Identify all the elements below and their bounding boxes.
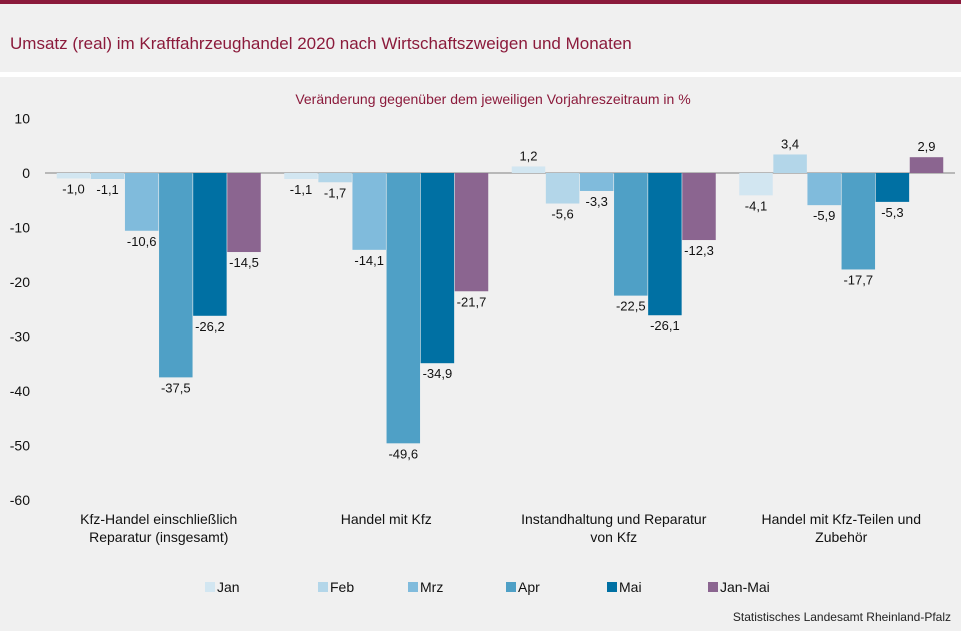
data-label: -37,5 [161,380,191,395]
source-note: Statistisches Landesamt Rheinland-Pfalz [732,610,951,624]
bar-apr [841,173,876,270]
bar-jan-mai [454,173,489,292]
data-label: -5,9 [813,208,835,223]
category-label: Handel mit Kfz [341,511,432,527]
legend-swatch-feb [318,582,328,592]
legend-label: Mrz [420,579,443,595]
legend-swatch-mrz [408,582,418,592]
bar-feb [90,173,125,179]
data-label: -21,7 [457,294,487,309]
legend-label: Jan [217,579,240,595]
legend-label: Apr [518,579,540,595]
data-label: 2,9 [917,139,935,154]
bar-apr [386,173,421,444]
bar-feb [773,154,807,173]
bar-mai [193,173,227,316]
bar-jan [511,166,546,173]
legend-label: Mai [619,579,642,595]
header: Umsatz (real) im Kraftfahrzeughandel 202… [0,4,961,74]
bar-jan [56,173,91,179]
legend-swatch-jan-mai [708,582,718,592]
legend-swatch-apr [506,582,516,592]
y-tick-label: -50 [10,438,30,454]
category-label: Reparatur (insgesamt) [89,529,228,545]
bar-jan [284,173,318,179]
bar-mai [875,173,910,202]
bar-mai [420,173,455,364]
top-accent-bar [0,0,961,4]
category-label: Handel mit Kfz-Teilen und [761,511,921,527]
chart-title: Umsatz (real) im Kraftfahrzeughandel 202… [10,34,632,53]
data-label: -34,9 [423,366,453,381]
data-label: -1,0 [62,181,84,196]
bar-jan [739,173,773,196]
y-tick-label: -40 [10,383,30,399]
bar-apr [614,173,648,296]
data-label: -10,6 [127,234,157,249]
bar-apr [159,173,193,378]
chart-subtitle: Veränderung gegenüber dem jeweiligen Vor… [295,91,690,107]
bar-jan-mai [227,173,261,253]
data-label: -5,3 [881,205,903,220]
data-label: -49,6 [388,446,418,461]
bar-mai [648,173,682,316]
y-tick-label: -30 [10,329,30,345]
header-separator [0,72,961,77]
legend-swatch-mai [607,582,617,592]
data-label: -22,5 [616,299,646,314]
bar-mrz [124,173,159,231]
bar-feb [545,173,580,204]
bar-mrz [807,173,841,206]
data-label: -3,3 [585,194,607,209]
bar-mrz [579,173,614,191]
data-label: 1,2 [519,148,537,163]
legend-label: Feb [330,579,354,595]
y-tick-label: 10 [14,111,30,127]
category-label: Instandhaltung und Reparatur [521,511,707,527]
legend-swatch-jan [205,582,215,592]
data-label: 3,4 [781,136,799,151]
bar-jan-mai [682,173,716,241]
data-label: -26,1 [650,318,680,333]
bar-mrz [352,173,386,250]
data-label: -14,1 [354,253,384,268]
legend-label: Jan-Mai [720,579,770,595]
data-label: -5,6 [551,207,573,222]
data-label: -17,7 [843,272,873,287]
bar-jan-mai [909,157,944,173]
bar-feb [318,173,352,183]
data-label: -12,3 [684,243,714,258]
y-tick-label: -10 [10,220,30,236]
data-label: -1,1 [96,182,118,197]
category-label: Zubehör [815,529,867,545]
category-label: von Kfz [590,529,637,545]
data-label: -1,7 [324,185,346,200]
data-label: -1,1 [290,182,312,197]
category-label: Kfz-Handel einschließlich [80,511,237,527]
bar-chart: Veränderung gegenüber dem jeweiligen Vor… [10,91,955,595]
data-label: -26,2 [195,319,225,334]
data-label: -4,1 [745,198,767,213]
y-tick-label: 0 [22,165,30,181]
data-label: -14,5 [229,255,259,270]
y-tick-label: -60 [10,492,30,508]
y-tick-label: -20 [10,274,30,290]
